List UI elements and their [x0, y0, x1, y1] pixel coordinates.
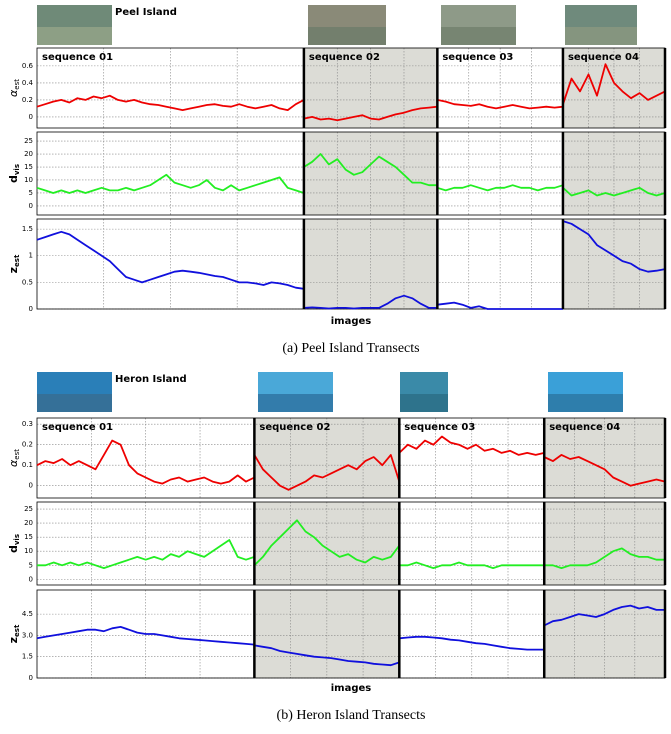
- y-tick-label: 1.5: [22, 225, 33, 233]
- y-axis-label: αest: [7, 79, 21, 97]
- y-tick-label: 10: [24, 176, 33, 184]
- y-tick-label: 5: [29, 561, 33, 569]
- sequence-label: sequence 01: [42, 52, 113, 63]
- data-line: [398, 435, 545, 456]
- y-tick-label: 20: [24, 519, 33, 527]
- data-line: [37, 539, 255, 569]
- y-tick-label: 3.0: [22, 631, 33, 639]
- caption: (a) Peel Island Transects: [282, 341, 419, 356]
- data-line: [437, 301, 563, 310]
- y-tick-label: 0: [29, 674, 33, 682]
- y-tick-label: 15: [24, 163, 33, 171]
- y-label-subscript: est: [13, 254, 21, 267]
- y-axis-label: zest: [7, 254, 21, 273]
- data-line: [36, 626, 255, 646]
- y-label-symbol: z: [7, 267, 20, 273]
- y-tick-label: 0.4: [22, 79, 34, 87]
- sequence-label: sequence 03: [442, 52, 513, 63]
- thumbnail-shade: [37, 394, 112, 412]
- y-axis-label: dvis: [7, 534, 21, 553]
- data-line: [36, 439, 255, 485]
- y-tick-label: 0: [29, 202, 33, 210]
- sequence-label: sequence 04: [549, 422, 620, 433]
- data-line: [253, 454, 401, 491]
- y-label-subscript: vis: [13, 164, 21, 175]
- x-axis-label: images: [331, 683, 372, 694]
- data-line: [36, 173, 305, 194]
- data-line: [253, 519, 401, 566]
- caption: (b) Heron Island Transects: [277, 708, 426, 723]
- y-tick-label: 0: [29, 482, 33, 490]
- y-label-symbol: d: [7, 175, 20, 183]
- data-line: [543, 454, 666, 487]
- y-tick-label: 0.6: [22, 62, 34, 70]
- data-line: [399, 635, 545, 651]
- data-line: [562, 220, 666, 273]
- thumbnail-shade: [441, 27, 516, 45]
- y-tick-label: 10: [24, 547, 33, 555]
- y-label-subscript: est: [13, 79, 21, 90]
- data-line: [562, 63, 666, 105]
- y-label-subscript: est: [13, 624, 21, 637]
- y-tick-label: 0: [29, 113, 33, 121]
- y-axis-label: αest: [7, 449, 21, 467]
- y-label-symbol: α: [7, 459, 20, 467]
- y-tick-label: 1.5: [22, 653, 33, 661]
- sequence-label: sequence 03: [404, 422, 475, 433]
- y-label-symbol: α: [7, 89, 20, 97]
- data-line: [303, 105, 438, 122]
- data-line: [562, 186, 666, 197]
- sequence-label: sequence 01: [42, 422, 113, 433]
- data-line: [437, 99, 564, 110]
- data-line: [437, 184, 564, 192]
- sequence-label: sequence 02: [309, 52, 380, 63]
- data-line: [303, 294, 438, 310]
- data-line: [254, 644, 400, 667]
- location-label: Heron Island: [115, 374, 187, 385]
- thumbnail-shade: [258, 394, 333, 412]
- y-label-symbol: z: [7, 637, 20, 643]
- y-tick-label: 1: [29, 252, 33, 260]
- data-line: [544, 547, 665, 569]
- thumbnail-shade: [548, 394, 623, 412]
- data-line: [543, 604, 665, 627]
- data-line: [303, 153, 438, 187]
- y-tick-label: 15: [24, 533, 33, 541]
- y-tick-label: 0.2: [22, 441, 33, 449]
- y-tick-label: 0: [29, 305, 33, 313]
- y-tick-label: 0: [29, 575, 33, 583]
- y-tick-label: 0.5: [22, 278, 33, 286]
- y-axis-label: dvis: [7, 164, 21, 183]
- y-tick-label: 20: [24, 150, 33, 158]
- data-line: [399, 561, 545, 569]
- sequence-label: sequence 04: [568, 52, 639, 63]
- y-label-subscript: est: [13, 449, 21, 460]
- y-tick-label: 0.2: [22, 96, 33, 104]
- thumbnail-shade: [565, 27, 637, 45]
- y-axis-label: zest: [7, 624, 21, 643]
- y-label-subscript: vis: [13, 534, 21, 545]
- y-tick-label: 0.3: [22, 420, 33, 428]
- thumbnail-shade: [400, 394, 448, 412]
- y-label-symbol: d: [7, 545, 20, 553]
- data-line: [36, 230, 305, 290]
- y-tick-label: 25: [24, 505, 33, 513]
- location-label: Peel Island: [115, 7, 177, 18]
- y-tick-label: 0.1: [22, 461, 33, 469]
- thumbnail-shade: [308, 27, 386, 45]
- x-axis-label: images: [331, 316, 372, 327]
- y-tick-label: 5: [29, 189, 33, 197]
- data-line: [36, 94, 305, 111]
- y-tick-label: 4.5: [22, 610, 33, 618]
- y-tick-label: 25: [24, 137, 33, 145]
- thumbnail-shade: [37, 27, 112, 45]
- sequence-label: sequence 02: [259, 422, 330, 433]
